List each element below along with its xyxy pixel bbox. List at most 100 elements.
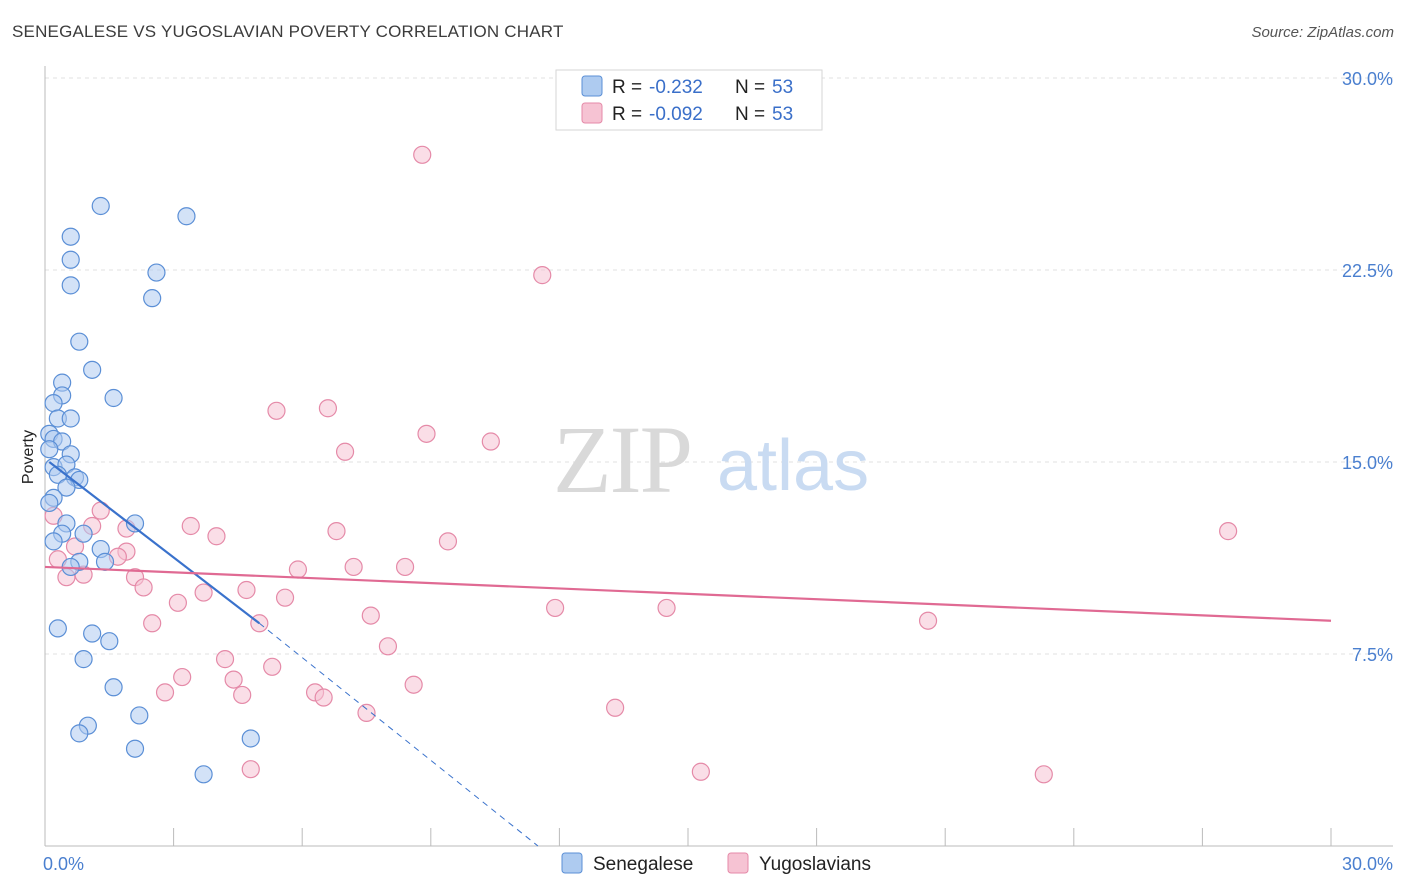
yugoslavian-point-38 — [215, 650, 235, 669]
yugoslavian-point-34 — [918, 611, 938, 630]
watermark: ZIP atlas — [553, 406, 869, 513]
bottom-legend-swatch-yugoslavian — [727, 852, 749, 874]
y-tick-label-1: 15.0% — [1342, 453, 1393, 473]
yugoslavian-point-30 — [168, 593, 187, 612]
senegalese-point-5 — [147, 263, 166, 282]
yugoslavian-point-5 — [481, 432, 500, 451]
legend-n-label-1: N = — [735, 77, 765, 98]
yugoslavian-point-13 — [1219, 522, 1238, 541]
yugoslavian-point-3 — [318, 399, 338, 418]
yugoslavian-point-49 — [241, 760, 260, 779]
x-tick-label-0: 0.0% — [43, 854, 84, 874]
watermark-atlas: atlas — [717, 426, 869, 506]
yugoslavian-point-41 — [224, 670, 243, 689]
senegalese-point-3 — [61, 250, 80, 269]
yugoslavian-point-33 — [657, 598, 676, 618]
senegalese-point-14 — [61, 409, 80, 428]
yugoslavian-point-37 — [378, 637, 398, 656]
senegalese-point-18 — [40, 440, 59, 459]
senegalese-point-36 — [95, 552, 115, 571]
yugoslavian-trend-line — [44, 565, 1332, 622]
trend-lines — [44, 461, 1332, 847]
yugoslavian-point-29 — [275, 588, 295, 607]
yugoslavian-point-22 — [395, 557, 415, 577]
y-axis-label: Poverty — [20, 430, 37, 484]
source-attribution: Source: ZipAtlas.com — [1251, 24, 1394, 41]
yugoslavian-point-45 — [233, 685, 252, 705]
senegalese-point-45 — [125, 739, 145, 758]
senegalese-point-8 — [83, 360, 102, 379]
senegalese-point-0 — [91, 196, 110, 216]
bottom-legend-senegalese: Senegalese — [593, 854, 693, 875]
legend-n-value-2: 53 — [772, 104, 793, 125]
senegalese-point-44 — [70, 724, 89, 743]
y-tick-label-2: 22.5% — [1342, 261, 1393, 281]
x-tick-label-1: 30.0% — [1342, 854, 1393, 874]
senegalese-point-4 — [61, 276, 80, 295]
yugoslavian-point-28 — [194, 583, 213, 602]
yugoslavian-point-39 — [263, 657, 282, 676]
senegalese-point-11 — [44, 394, 63, 413]
legend-n-value-1: 53 — [772, 77, 793, 98]
legend-swatch-yugoslavian — [581, 102, 603, 124]
yugoslavian-point-27 — [237, 580, 256, 600]
yugoslavian-point-15 — [438, 532, 458, 551]
yugoslavian-point-2 — [267, 401, 286, 420]
yugoslavian-points — [44, 145, 1238, 784]
senegalese-point-27 — [40, 493, 59, 513]
y-tick-label-3: 30.0% — [1342, 69, 1393, 89]
yugoslavian-point-32 — [546, 598, 565, 618]
senegalese-points — [40, 196, 260, 784]
yugoslavian-point-43 — [155, 683, 175, 702]
legend-r-label-1: R = — [612, 77, 642, 98]
tick-labels: 7.5% 15.0% 22.5% 30.0% 0.0% 30.0% — [43, 69, 1393, 874]
senegalese-point-31 — [74, 524, 93, 543]
series-legend: Senegalese Yugoslavians — [561, 852, 871, 875]
yugoslavian-point-0 — [413, 145, 432, 164]
yugoslavian-point-48 — [606, 698, 625, 717]
yugoslavian-point-21 — [344, 557, 363, 577]
senegalese-point-37 — [48, 619, 67, 638]
senegalese-point-29 — [125, 514, 145, 533]
legend-n-label-2: N = — [735, 104, 765, 125]
senegalese-trend-extension — [259, 622, 539, 847]
yugoslavian-point-50 — [691, 762, 710, 781]
senegalese-point-1 — [177, 207, 196, 226]
legend-swatch-senegalese — [581, 75, 603, 97]
yugoslavian-point-40 — [173, 667, 192, 687]
senegalese-trend-line — [48, 461, 261, 625]
senegalese-point-47 — [194, 765, 213, 784]
correlation-legend: R = -0.232 N = 53 R = -0.092 N = 53 — [555, 69, 823, 131]
y-tick-label-0: 7.5% — [1352, 645, 1393, 665]
grid-lines — [45, 77, 1393, 655]
senegalese-point-25 — [57, 478, 76, 497]
yugoslavian-point-4 — [417, 424, 436, 443]
bottom-legend-swatch-senegalese — [561, 852, 583, 874]
senegalese-point-39 — [100, 632, 119, 651]
yugoslavian-point-46 — [314, 688, 333, 707]
senegalese-point-7 — [70, 332, 89, 351]
yugoslavian-point-11 — [181, 516, 200, 536]
senegalese-point-46 — [241, 729, 260, 748]
senegalese-point-6 — [143, 289, 162, 308]
senegalese-point-32 — [44, 532, 63, 551]
senegalese-point-12 — [104, 388, 123, 408]
senegalese-point-41 — [104, 678, 123, 697]
watermark-zip: ZIP — [553, 406, 691, 513]
yugoslavian-point-31 — [361, 606, 380, 625]
yugoslavian-point-47 — [357, 703, 376, 722]
senegalese-point-40 — [74, 650, 93, 669]
yugoslavian-point-14 — [207, 527, 226, 546]
legend-r-label-2: R = — [612, 104, 642, 125]
yugoslavian-point-12 — [327, 522, 346, 541]
yugoslavian-point-42 — [404, 675, 423, 694]
yugoslavian-point-35 — [143, 614, 162, 633]
yugoslavian-point-51 — [1034, 765, 1053, 784]
yugoslavian-point-26 — [134, 578, 153, 597]
yugoslavian-point-1 — [533, 266, 552, 285]
senegalese-point-2 — [61, 227, 80, 246]
bottom-legend-yugoslavians: Yugoslavians — [759, 854, 871, 875]
yugoslavian-point-6 — [335, 442, 355, 461]
senegalese-point-38 — [83, 624, 102, 643]
